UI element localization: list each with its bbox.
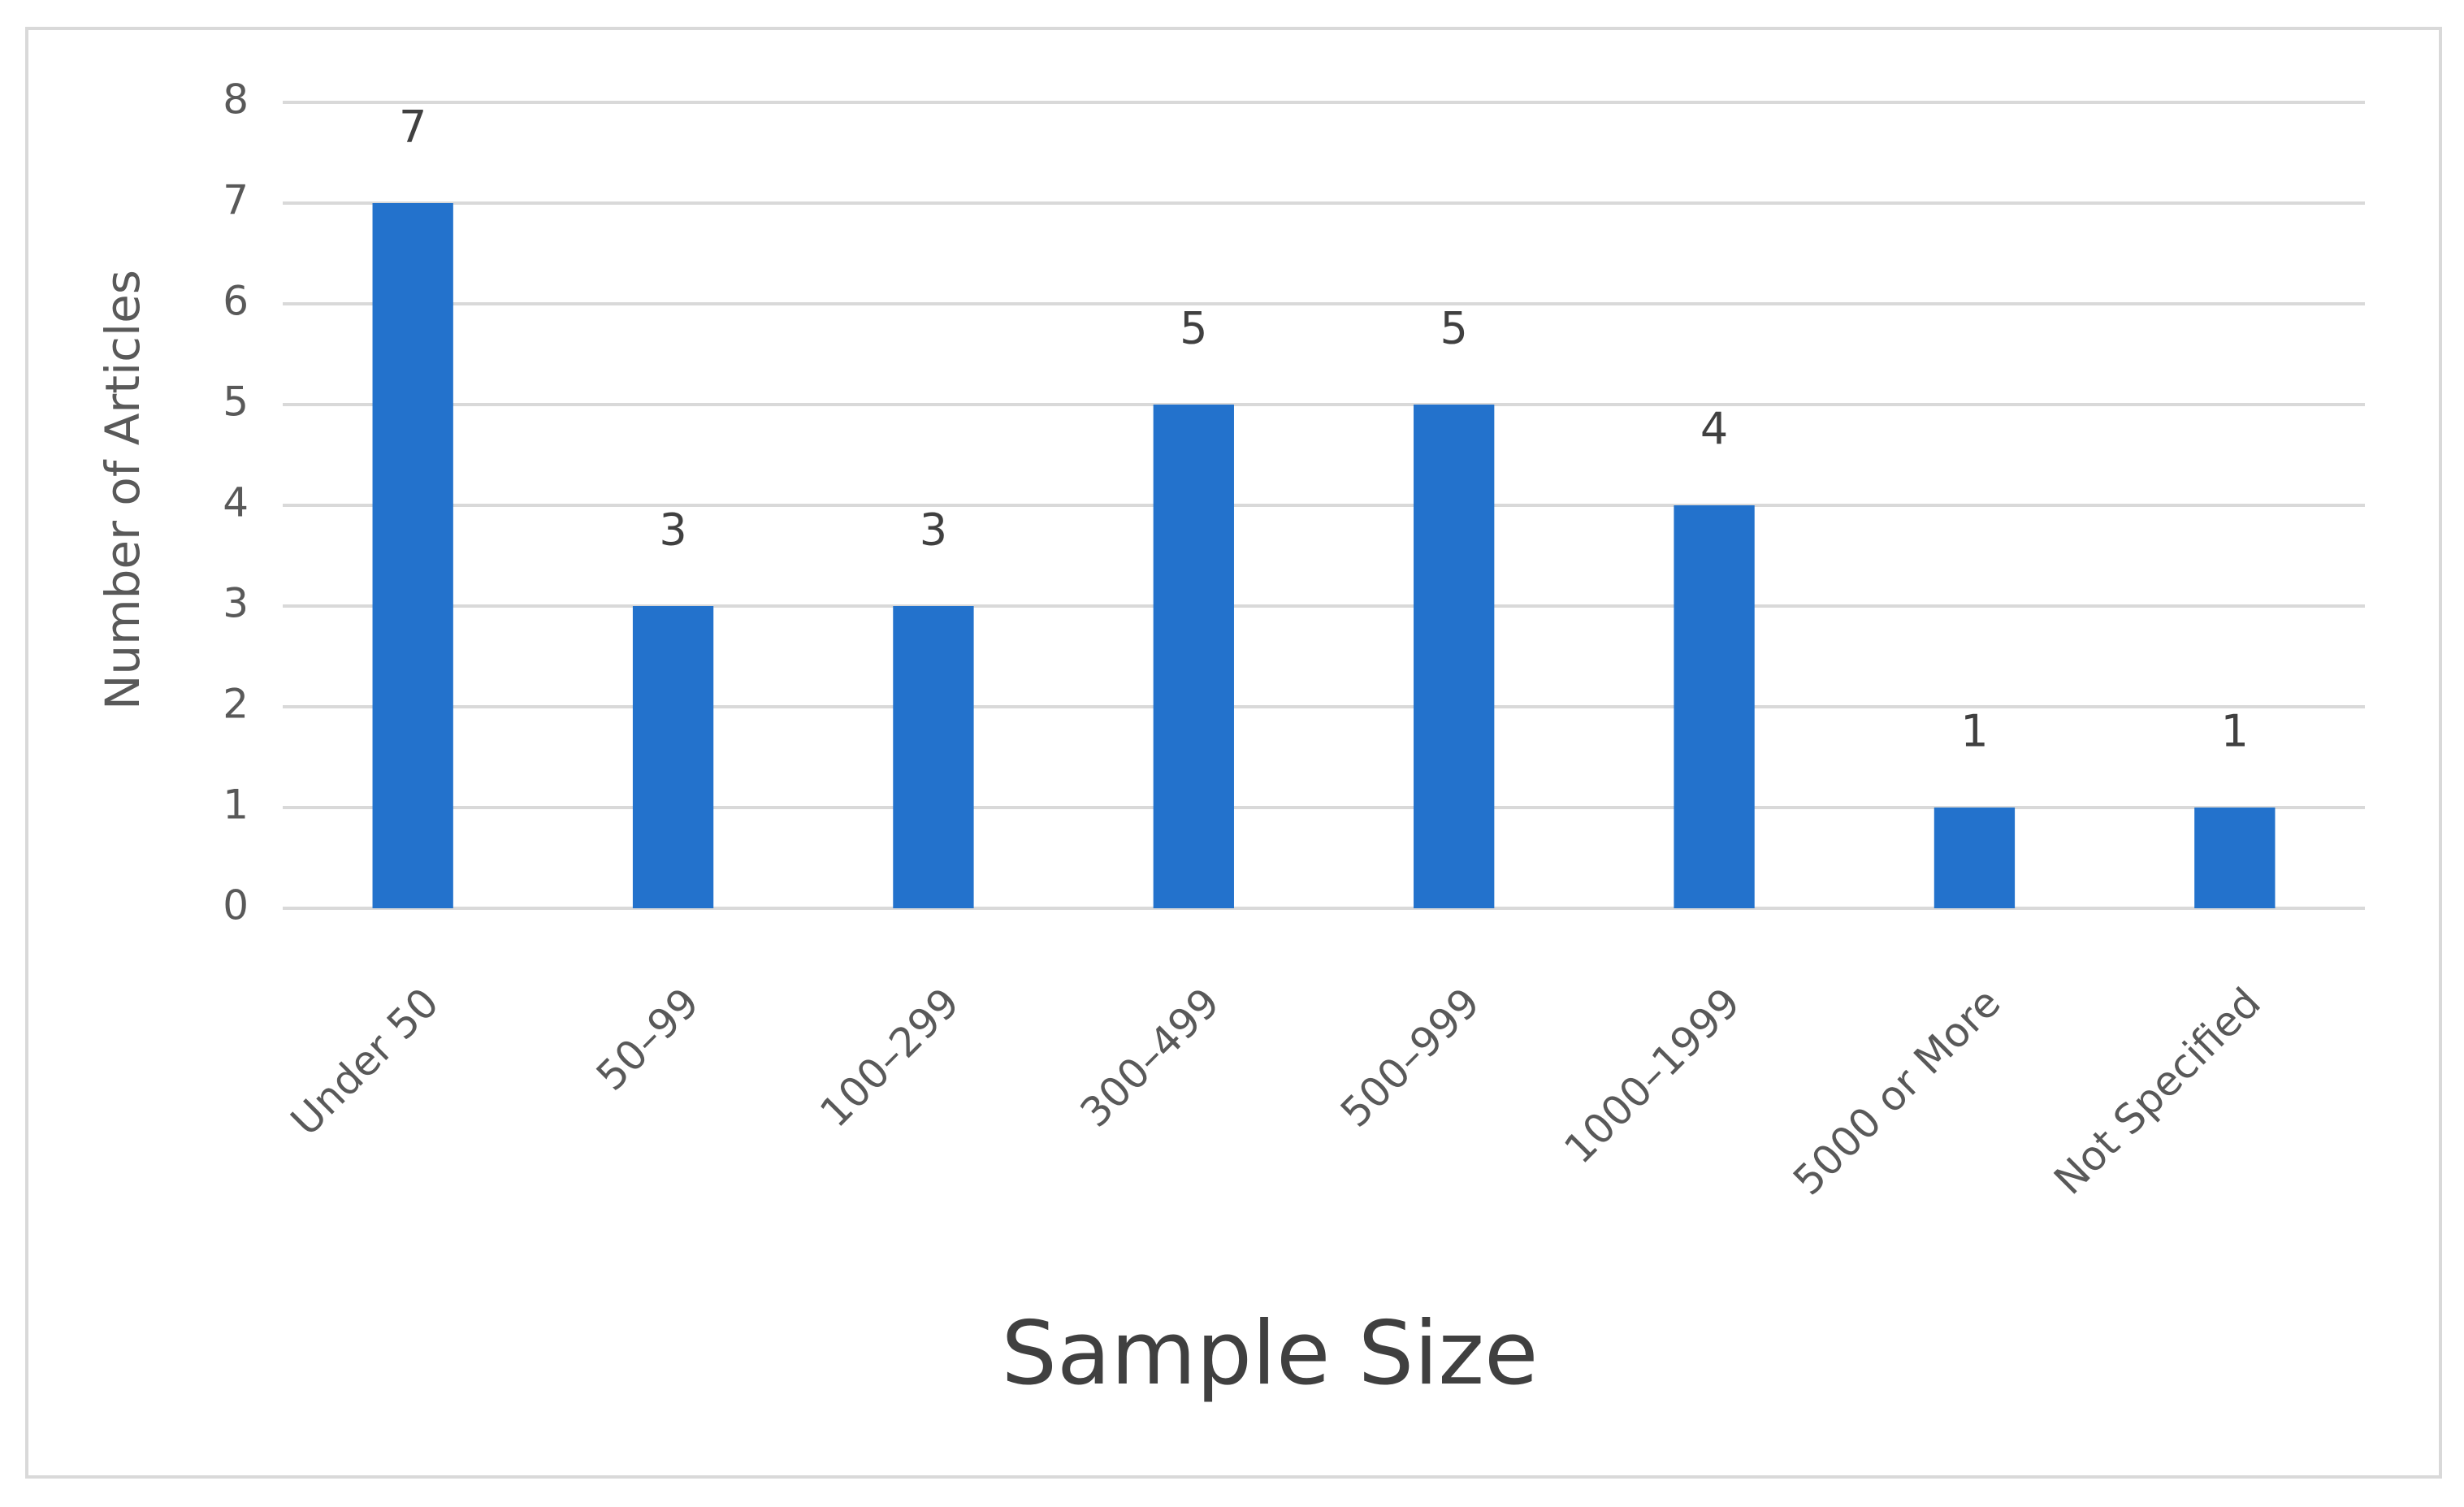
y-tick-label: 6 [223, 278, 249, 325]
value-label: 7 [399, 102, 427, 153]
bar [1674, 505, 1755, 908]
bar [2194, 808, 2276, 908]
bar [632, 606, 714, 908]
y-tick-label: 5 [223, 379, 249, 426]
y-tick-label: 2 [223, 681, 249, 728]
x-axis-title: Sample Size [1002, 1303, 1539, 1405]
bar [372, 203, 453, 908]
y-tick-label: 1 [223, 782, 249, 829]
y-tick-label: 3 [223, 580, 249, 627]
bar [1414, 405, 1495, 908]
value-label: 3 [659, 504, 686, 556]
value-label: 1 [2221, 706, 2249, 757]
bar [1934, 808, 2016, 908]
y-tick-label: 7 [223, 177, 249, 224]
value-label: 5 [1180, 303, 1207, 354]
bar [1153, 405, 1234, 908]
y-tick-label: 0 [223, 882, 249, 929]
value-label: 3 [920, 504, 947, 556]
y-tick-label: 4 [223, 479, 249, 526]
y-axis-title: Number of Articles [95, 270, 150, 710]
value-label: 1 [1960, 706, 1988, 757]
bar [893, 606, 974, 908]
value-label: 4 [1700, 404, 1728, 455]
value-label: 5 [1440, 303, 1468, 354]
y-tick-label: 8 [223, 76, 249, 123]
